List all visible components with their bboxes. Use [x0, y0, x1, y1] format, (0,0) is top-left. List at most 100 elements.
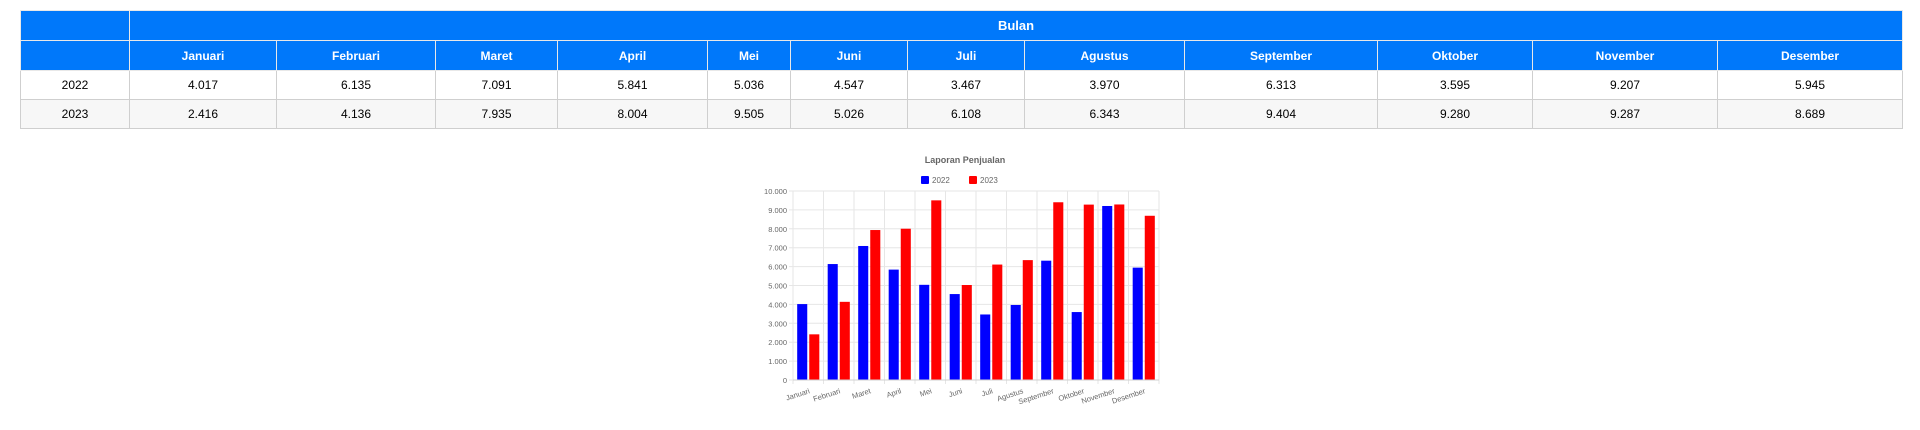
x-axis: Januari Februari Maret April Mei Juni Juli Agus… — [785, 379, 1159, 406]
value-cell: 9.287 — [1532, 99, 1718, 129]
value-cell: 5.026 — [790, 99, 908, 129]
value-cell: 8.689 — [1717, 99, 1903, 129]
month-header: Agustus — [1024, 40, 1185, 71]
value-cell: 9.404 — [1184, 99, 1378, 129]
sales-bar-chart: Laporan Penjualan 2022 2023 0 1.000 2.000 3.… — [764, 155, 1160, 406]
bar-2023-Desember[interactable] — [1144, 215, 1155, 380]
month-header: Oktober — [1377, 40, 1533, 71]
month-group-header: Bulan — [129, 10, 1903, 41]
bar-2022-Agustus[interactable] — [1010, 304, 1021, 380]
bar-2023-Juni[interactable] — [961, 285, 972, 380]
value-cell: 8.004 — [557, 99, 708, 129]
bar-2022-Juli[interactable] — [980, 314, 991, 380]
chart-grid — [789, 190, 1160, 384]
x-tick-label: April — [885, 386, 902, 399]
x-tick-label: November — [1080, 386, 1116, 405]
bar-2023-September[interactable] — [1053, 202, 1064, 380]
y-tick-label: 7.000 — [768, 244, 787, 253]
x-tick-label: September — [1017, 386, 1055, 406]
x-tick-label: Januari — [785, 386, 811, 402]
x-tick-label: Juni — [947, 386, 963, 399]
year-cell: 2022 — [20, 70, 130, 100]
chart-legend: 2022 2023 — [921, 176, 998, 185]
y-tick-label: 4.000 — [768, 300, 787, 309]
bar-2022-November[interactable] — [1102, 205, 1113, 380]
value-cell: 4.017 — [129, 70, 277, 100]
legend-swatch-2023 — [969, 176, 977, 184]
bar-2022-Maret[interactable] — [858, 245, 869, 380]
y-axis: 0 1.000 2.000 3.000 4.000 5.000 6.000 7.000 8.00… — [764, 187, 787, 385]
value-cell: 7.091 — [435, 70, 558, 100]
month-header: Februari — [276, 40, 436, 71]
bar-2022-Februari[interactable] — [827, 264, 838, 380]
sales-table-container: Bulan Januari Februari Maret April Mei J… — [20, 10, 1903, 129]
bar-2023-Maret[interactable] — [870, 230, 881, 380]
value-cell: 9.207 — [1532, 70, 1718, 100]
legend-label-2023[interactable]: 2023 — [980, 176, 998, 185]
value-cell: 5.036 — [707, 70, 791, 100]
value-cell: 3.970 — [1024, 70, 1185, 100]
legend-label-2022[interactable]: 2022 — [932, 176, 950, 185]
bar-2022-Januari[interactable] — [797, 304, 808, 380]
value-cell: 5.841 — [557, 70, 708, 100]
y-tick-label: 10.000 — [764, 187, 787, 196]
value-cell: 6.135 — [276, 70, 436, 100]
chart-title: Laporan Penjualan — [925, 155, 1006, 165]
table-row: 2023 2.416 4.136 7.935 8.004 9.505 5.026… — [20, 99, 1903, 129]
y-tick-label: 8.000 — [768, 225, 787, 234]
value-cell: 4.136 — [276, 99, 436, 129]
y-tick-label: 6.000 — [768, 263, 787, 272]
y-tick-label: 9.000 — [768, 206, 787, 215]
value-cell: 7.935 — [435, 99, 558, 129]
bar-2023-April[interactable] — [900, 228, 911, 380]
y-tick-label: 3.000 — [768, 319, 787, 328]
month-header: Juni — [790, 40, 908, 71]
value-cell: 3.467 — [907, 70, 1025, 100]
month-header: November — [1532, 40, 1718, 71]
y-tick-label: 0 — [783, 376, 787, 385]
sales-table: Bulan Januari Februari Maret April Mei J… — [20, 10, 1903, 129]
value-cell: 3.595 — [1377, 70, 1533, 100]
corner-header-cell-2 — [20, 40, 130, 71]
month-header: Juli — [907, 40, 1025, 71]
bar-2022-Oktober[interactable] — [1071, 312, 1082, 380]
month-header: September — [1184, 40, 1378, 71]
bar-2023-Januari[interactable] — [809, 334, 820, 380]
month-header: April — [557, 40, 708, 71]
table-row: 2022 4.017 6.135 7.091 5.841 5.036 4.547… — [20, 70, 1903, 100]
bar-2022-April[interactable] — [888, 269, 899, 380]
bar-2023-Agustus[interactable] — [1022, 260, 1033, 380]
bar-2023-Februari[interactable] — [839, 301, 850, 380]
year-cell: 2023 — [20, 99, 130, 129]
month-header: Maret — [435, 40, 558, 71]
month-header: Desember — [1717, 40, 1903, 71]
bar-2023-Juli[interactable] — [992, 264, 1003, 380]
legend-swatch-2022 — [921, 176, 929, 184]
value-cell: 6.343 — [1024, 99, 1185, 129]
corner-header-cell — [20, 10, 130, 41]
value-cell: 6.108 — [907, 99, 1025, 129]
y-tick-label: 1.000 — [768, 357, 787, 366]
bar-2023-Mei[interactable] — [931, 200, 942, 380]
x-tick-label: Maret — [851, 386, 873, 401]
value-cell: 6.313 — [1184, 70, 1378, 100]
bar-2022-Desember[interactable] — [1132, 267, 1143, 380]
y-tick-label: 5.000 — [768, 282, 787, 291]
value-cell: 9.505 — [707, 99, 791, 129]
chart-bars — [797, 200, 1155, 380]
y-tick-label: 2.000 — [768, 338, 787, 347]
sales-chart-container: Laporan Penjualan 2022 2023 0 1.000 2.000 3.… — [755, 150, 1175, 420]
bar-2023-Oktober[interactable] — [1083, 204, 1094, 380]
bar-2022-Juni[interactable] — [949, 294, 960, 380]
bar-2023-November[interactable] — [1114, 204, 1125, 380]
value-cell: 9.280 — [1377, 99, 1533, 129]
bar-2022-September[interactable] — [1041, 260, 1052, 380]
value-cell: 2.416 — [129, 99, 277, 129]
bar-2022-Mei[interactable] — [919, 284, 930, 380]
value-cell: 5.945 — [1717, 70, 1903, 100]
x-tick-label: Mei — [919, 386, 934, 398]
month-header: Januari — [129, 40, 277, 71]
x-tick-label: Desember — [1111, 386, 1147, 405]
x-tick-label: Juli — [980, 386, 994, 398]
value-cell: 4.547 — [790, 70, 908, 100]
